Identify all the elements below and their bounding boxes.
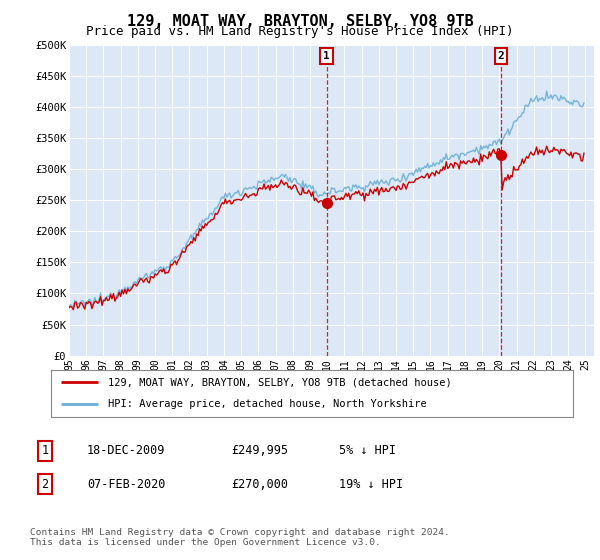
Text: £270,000: £270,000 — [231, 478, 288, 491]
Text: HPI: Average price, detached house, North Yorkshire: HPI: Average price, detached house, Nort… — [109, 399, 427, 409]
Text: 1: 1 — [41, 444, 49, 458]
Text: 19% ↓ HPI: 19% ↓ HPI — [339, 478, 403, 491]
Text: 129, MOAT WAY, BRAYTON, SELBY, YO8 9TB (detached house): 129, MOAT WAY, BRAYTON, SELBY, YO8 9TB (… — [109, 377, 452, 388]
Text: 2: 2 — [497, 51, 505, 61]
Text: 18-DEC-2009: 18-DEC-2009 — [87, 444, 166, 458]
Text: 2: 2 — [41, 478, 49, 491]
Text: Contains HM Land Registry data © Crown copyright and database right 2024.
This d: Contains HM Land Registry data © Crown c… — [30, 528, 450, 547]
Text: 1: 1 — [323, 51, 330, 61]
Text: Price paid vs. HM Land Registry's House Price Index (HPI): Price paid vs. HM Land Registry's House … — [86, 25, 514, 38]
Text: 5% ↓ HPI: 5% ↓ HPI — [339, 444, 396, 458]
Text: £249,995: £249,995 — [231, 444, 288, 458]
Text: 129, MOAT WAY, BRAYTON, SELBY, YO8 9TB: 129, MOAT WAY, BRAYTON, SELBY, YO8 9TB — [127, 14, 473, 29]
Text: 07-FEB-2020: 07-FEB-2020 — [87, 478, 166, 491]
Bar — [326, 45, 501, 356]
